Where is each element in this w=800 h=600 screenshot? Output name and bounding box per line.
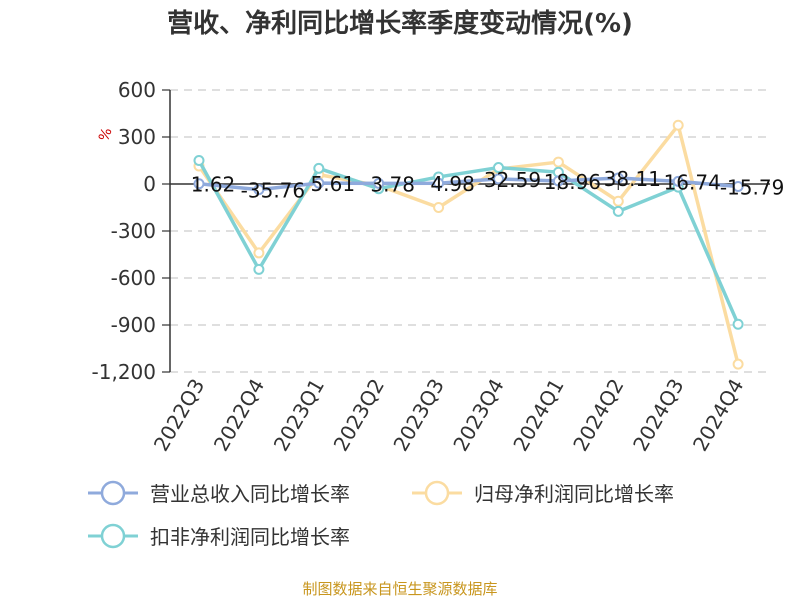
series-line	[197, 123, 740, 365]
y-tick-label: 0	[143, 172, 156, 196]
x-tick-label: 2023Q4	[448, 375, 508, 456]
series-line	[197, 159, 740, 325]
grid-lines	[170, 89, 770, 373]
data-label: 16.74	[664, 170, 721, 194]
data-point	[493, 162, 504, 174]
data-label: 1.62	[191, 173, 236, 197]
data-point	[253, 184, 265, 196]
x-tick-label: 2023Q2	[329, 375, 389, 456]
y-tick-label: -900	[111, 313, 156, 337]
data-label: 38.11	[604, 167, 661, 191]
data-label: 32.59	[484, 168, 541, 192]
data-point	[612, 195, 624, 207]
data-label: 5.61	[311, 172, 356, 196]
chart-title: 营收、净利同比增长率季度变动情况(%)	[167, 8, 633, 39]
data-point	[672, 175, 684, 187]
y-axis-ticks: 600 300 0 -300 -600 -900 -1,200	[92, 78, 170, 384]
x-tick-label: 2024Q4	[688, 375, 748, 456]
data-point	[552, 156, 564, 168]
y-tick-label: -1,200	[92, 360, 156, 384]
y-axis-unit: %	[96, 126, 116, 144]
data-point	[253, 263, 265, 275]
data-label: -35.76	[241, 179, 305, 203]
data-point	[732, 358, 744, 370]
legend-marker	[100, 523, 126, 549]
data-point	[612, 205, 624, 217]
axes	[169, 90, 770, 372]
x-tick-label: 2023Q3	[388, 374, 448, 455]
data-point	[732, 318, 744, 330]
series-lines	[193, 119, 744, 370]
x-tick-label: 2024Q1	[508, 375, 568, 456]
data-point	[193, 178, 205, 190]
legend-marker	[424, 480, 450, 506]
data-point	[313, 177, 325, 189]
y-tick-label: 300	[118, 125, 156, 149]
x-tick-label: 2024Q2	[568, 375, 628, 456]
data-point	[493, 173, 504, 185]
x-tick-label: 2022Q4	[209, 375, 269, 456]
source-note: 制图数据来自恒生聚源数据库	[302, 580, 497, 598]
data-point	[672, 119, 684, 131]
data-point	[552, 175, 564, 187]
legend-marker	[100, 480, 126, 506]
data-point	[732, 180, 744, 192]
data-point	[193, 155, 205, 166]
data-point	[612, 172, 624, 184]
data-labels: 1.62 -35.76 5.61 3.78 4.98 32.59 18.96 38.11 16.…	[191, 167, 785, 203]
data-point	[313, 162, 325, 174]
x-tick-label: 2024Q3	[628, 375, 688, 456]
data-label: 4.98	[430, 172, 475, 196]
y-tick-label: 600	[118, 78, 156, 102]
data-point	[253, 247, 265, 259]
x-tick-label: 2023Q1	[269, 375, 329, 456]
data-label: -15.79	[720, 175, 784, 199]
x-tick-label: 2022Q3	[149, 375, 209, 456]
data-point	[373, 177, 385, 189]
data-point	[433, 202, 445, 213]
series-line	[198, 176, 739, 192]
data-label: 18.96	[544, 170, 601, 194]
data-point	[433, 177, 445, 189]
legend-label: 归母净利润同比增长率	[474, 482, 674, 506]
data-label: 3.78	[370, 172, 415, 196]
legend-label: 扣非净利润同比增长率	[150, 525, 350, 549]
legend-label: 营业总收入同比增长率	[150, 482, 350, 506]
y-tick-label: -600	[111, 266, 156, 290]
y-tick-label: -300	[111, 219, 156, 243]
